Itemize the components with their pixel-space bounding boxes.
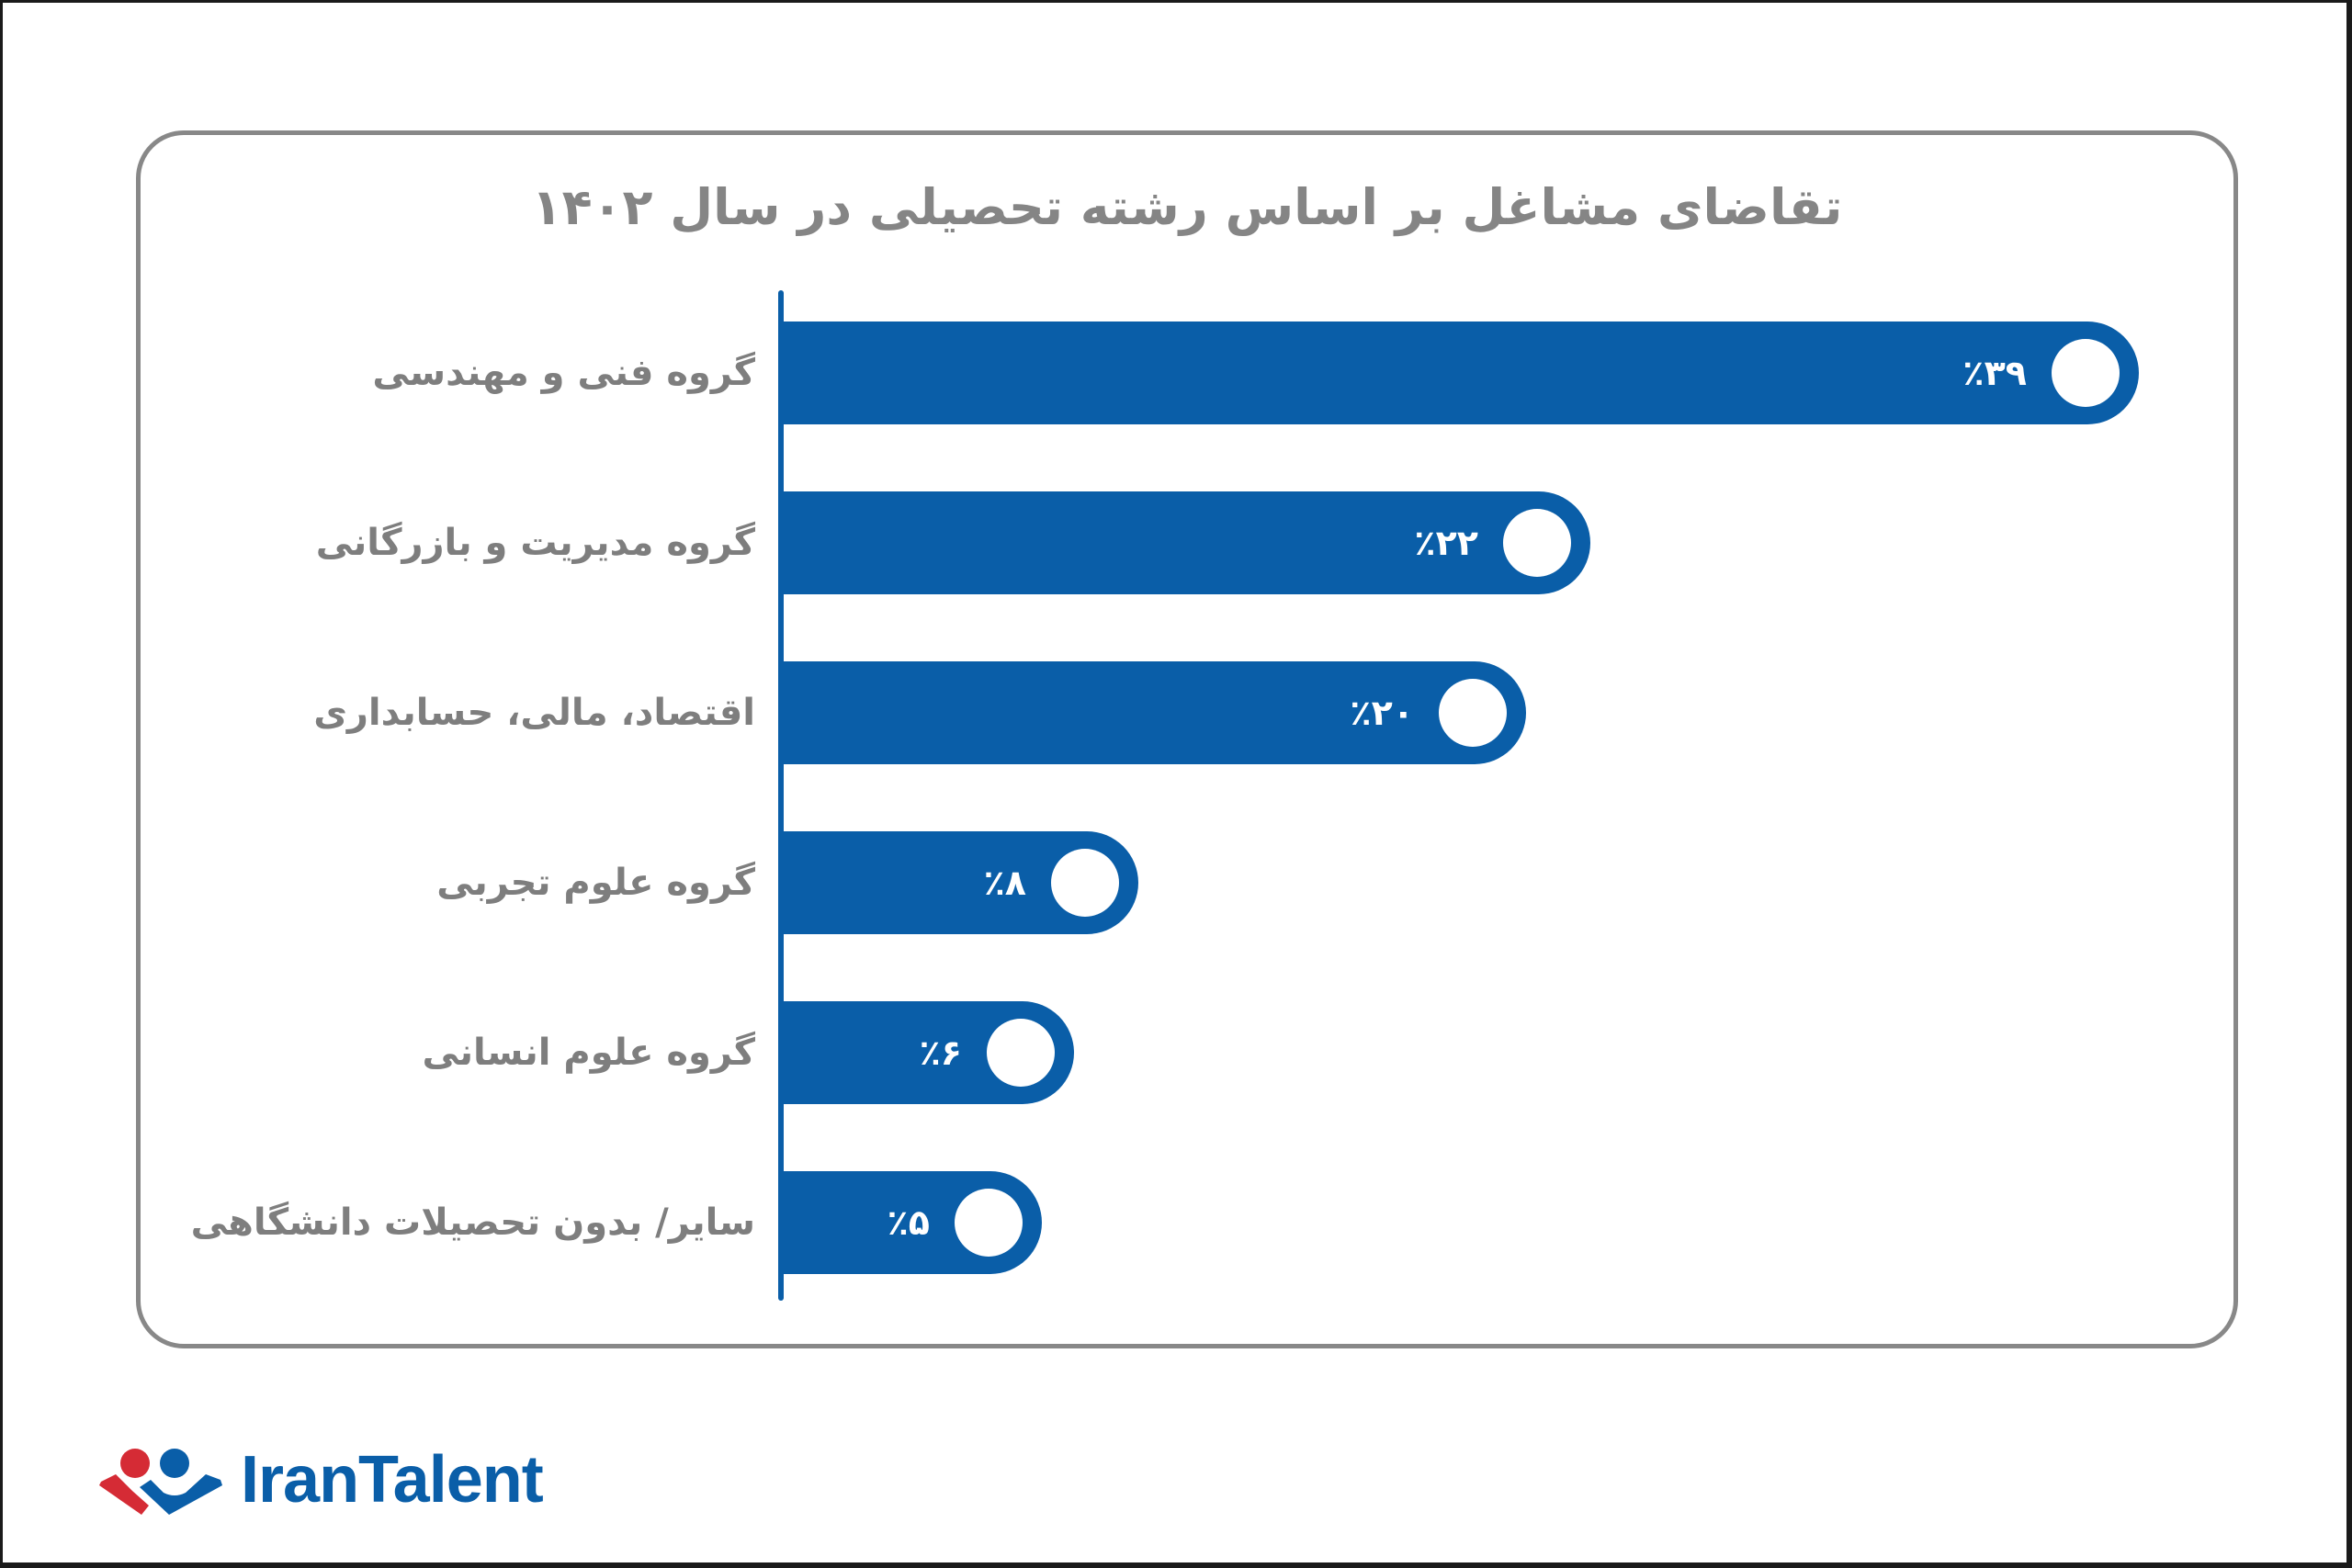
bar-row: گروه علوم انسانی ٪۶: [0, 1001, 2352, 1104]
value-label: ٪۵: [887, 1202, 930, 1243]
chart-title: تقاضای مشاغل بر اساس رشته تحصیلی در سال …: [531, 178, 1843, 236]
circle-marker-icon: [1051, 849, 1119, 917]
bar-row: گروه مدیریت و بازرگانی ٪۲۲: [0, 491, 2352, 594]
bar: ٪۶: [781, 1001, 1074, 1104]
category-label: گروه علوم تجربی: [436, 862, 755, 904]
logo-wordmark: IranTalent: [241, 1443, 544, 1517]
circle-marker-icon: [1503, 509, 1571, 577]
category-label: گروه مدیریت و بازرگانی: [315, 522, 755, 564]
circle-marker-icon: [2052, 339, 2120, 407]
value-label: ٪۲۰: [1350, 693, 1414, 733]
bar-row: گروه علوم تجربی ٪۸: [0, 831, 2352, 934]
bar: ٪۲۲: [781, 491, 1590, 594]
circle-marker-icon: [955, 1189, 1023, 1257]
people-logo-icon: [99, 1449, 222, 1515]
category-label: سایر/ بدون تحصیلات دانشگاهی: [190, 1201, 755, 1244]
bar: ٪۳۹: [781, 321, 2139, 424]
bar-row: گروه فنی و مهندسی ٪۳۹: [0, 321, 2352, 424]
bar-row: اقتصاد، مالی، حسابداری ٪۲۰: [0, 661, 2352, 764]
category-label: اقتصاد، مالی، حسابداری: [313, 692, 755, 734]
y-axis-line: [778, 290, 784, 1301]
bar: ٪۸: [781, 831, 1138, 934]
category-label: گروه علوم انسانی: [422, 1032, 755, 1074]
value-label: ٪۳۹: [1962, 353, 2027, 393]
bar: ٪۲۰: [781, 661, 1526, 764]
value-label: ٪۲۲: [1414, 523, 1478, 563]
bar-row: سایر/ بدون تحصیلات دانشگاهی ٪۵: [0, 1171, 2352, 1274]
circle-marker-icon: [987, 1019, 1055, 1087]
category-label: گروه فنی و مهندسی: [372, 352, 755, 394]
irantalent-logo: IranTalent: [97, 1438, 544, 1521]
circle-marker-icon: [1439, 679, 1507, 747]
bar: ٪۵: [781, 1171, 1042, 1274]
value-label: ٪۶: [919, 1032, 962, 1073]
value-label: ٪۸: [983, 863, 1026, 903]
